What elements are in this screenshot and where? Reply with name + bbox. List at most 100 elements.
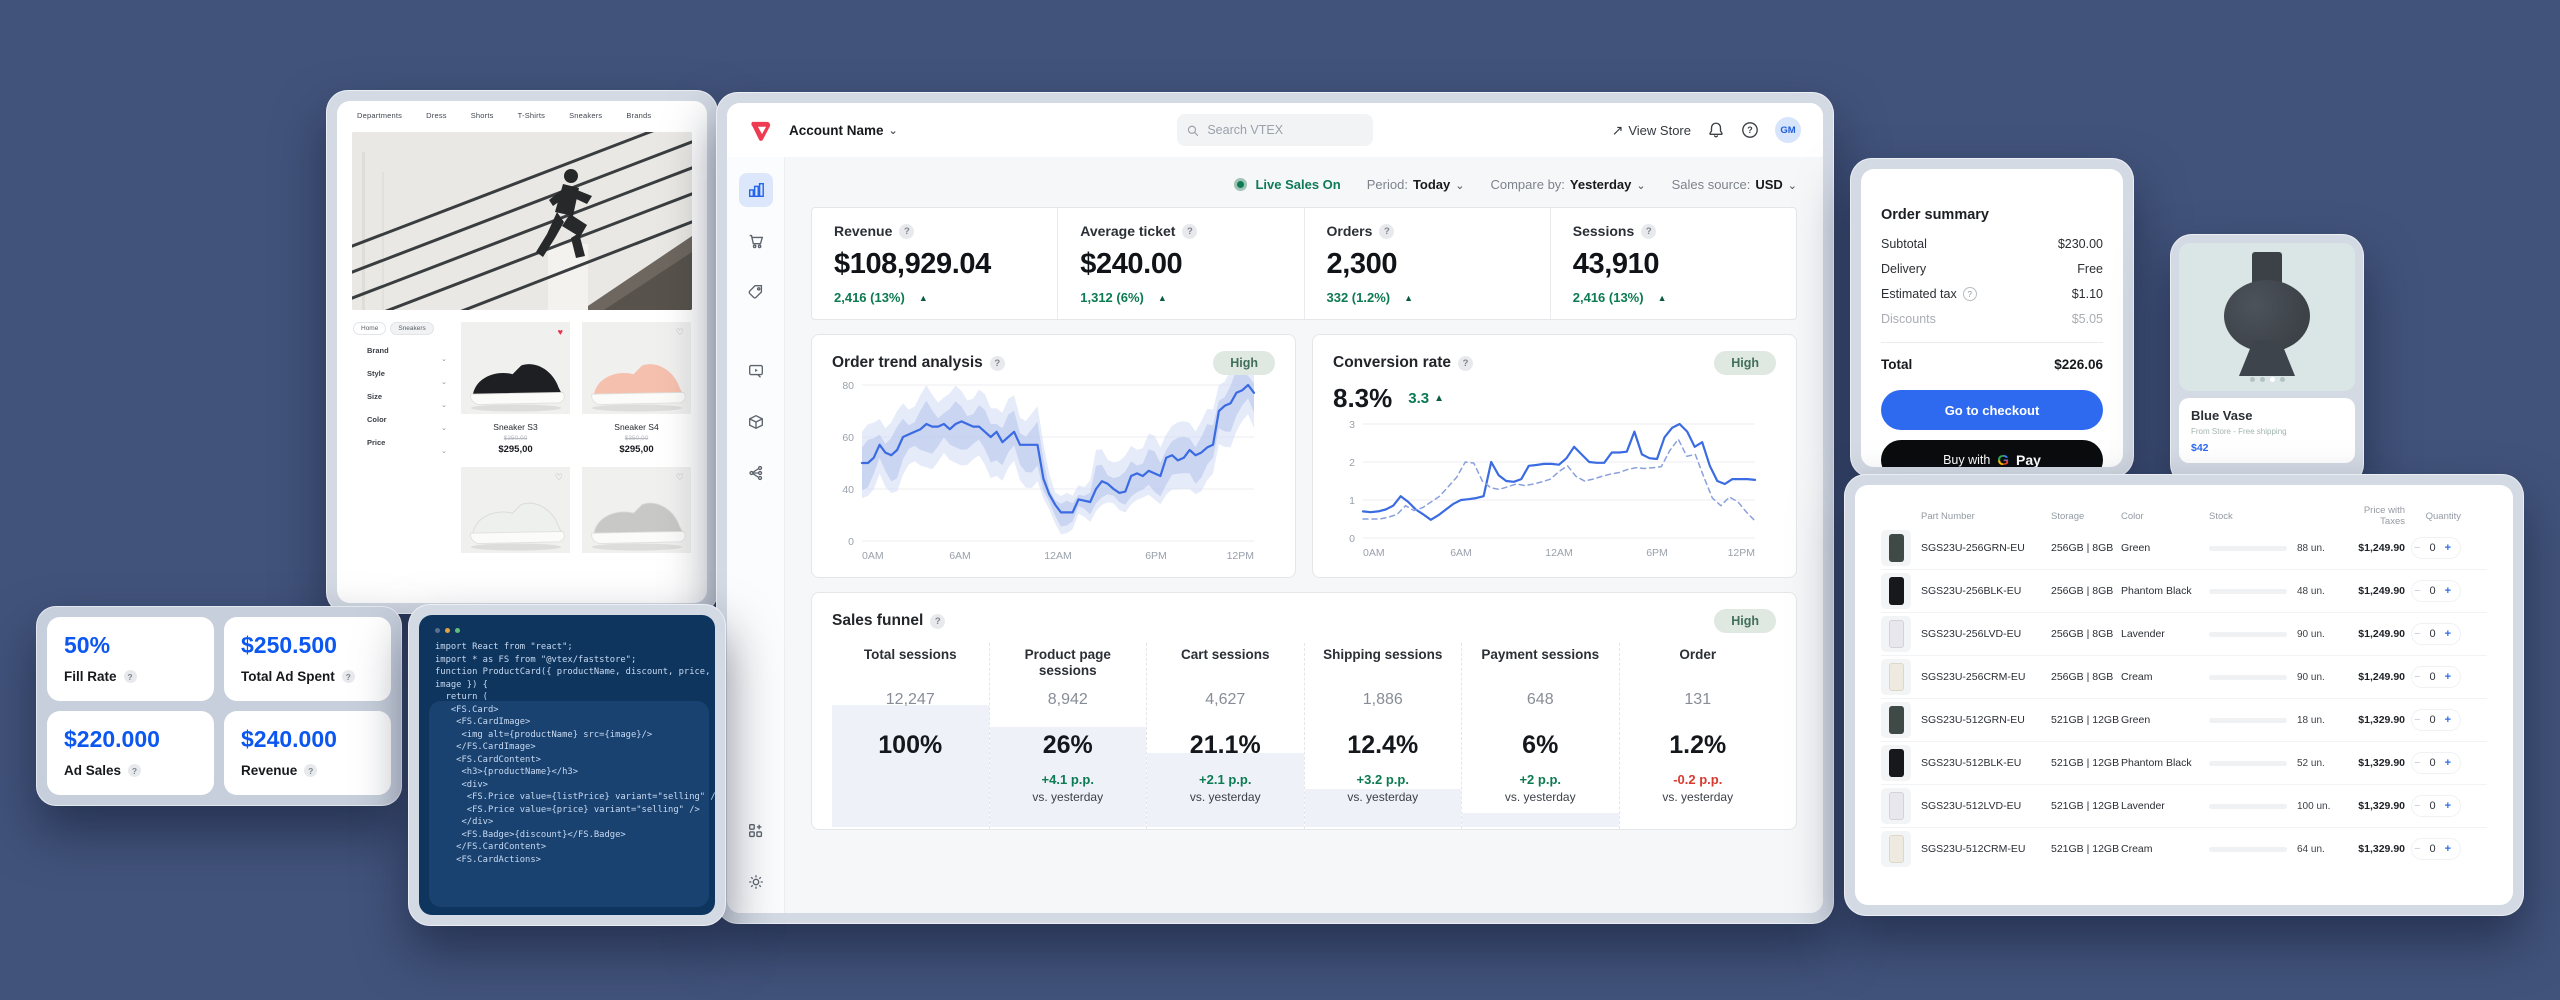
product-card[interactable]: ♡ Sneaker S4 $350,00 $295,00 — [582, 322, 691, 455]
period-dropdown[interactable]: Period: Today ⌄ — [1366, 176, 1465, 192]
help-tooltip-icon[interactable]: ? — [304, 764, 318, 777]
sneaker-illustration — [590, 502, 686, 551]
increment-button[interactable]: + — [2444, 714, 2451, 726]
sidebar-item-integrations[interactable] — [739, 456, 773, 490]
storage-value: 521GB | 12GB — [2051, 714, 2120, 726]
storefront-nav-item[interactable]: Shorts — [470, 111, 494, 120]
decrement-button[interactable]: − — [2414, 585, 2421, 597]
decrement-button[interactable]: − — [2414, 714, 2421, 726]
decrement-button[interactable]: − — [2414, 628, 2421, 640]
search-input[interactable] — [1205, 122, 1363, 138]
help-tooltip-icon[interactable]: ? — [128, 764, 142, 777]
carousel-dot[interactable] — [2269, 377, 2275, 382]
wishlist-heart-icon[interactable]: ♡ — [675, 472, 684, 482]
sidebar-item-catalog-box[interactable] — [739, 405, 773, 439]
compare-by-dropdown[interactable]: Compare by: Yesterday ⌄ — [1490, 176, 1646, 192]
increment-button[interactable]: + — [2444, 843, 2451, 855]
sales-source-dropdown[interactable]: Sales source: USD ⌄ — [1671, 176, 1797, 192]
filter-dropdown[interactable]: Style ⌄ — [367, 368, 447, 386]
window-dot-icon — [435, 628, 440, 633]
summary-row-label: Discounts — [1881, 312, 1936, 326]
ad-metric-value: $250.500 — [241, 632, 337, 658]
go-to-checkout-button[interactable]: Go to checkout — [1881, 390, 2103, 430]
live-sales-toggle[interactable]: Live Sales On — [1234, 177, 1341, 192]
chevron-down-icon: ⌄ — [441, 355, 447, 363]
product-card[interactable]: ♥ Sneaker S3 $350,00 $295,00 — [461, 322, 570, 455]
storefront-nav-item[interactable]: Dress — [426, 111, 447, 120]
storage-value: 256GB | 8GB — [2051, 585, 2114, 597]
window-dot-icon — [445, 628, 450, 633]
filter-dropdown[interactable]: Brand ⌄ — [367, 345, 447, 363]
price-value: $1,249.90 — [2358, 671, 2405, 683]
breadcrumb-chip[interactable]: Home — [353, 322, 387, 335]
increment-button[interactable]: + — [2444, 542, 2451, 554]
funnel-stage-label: Shipping sessions — [1323, 647, 1443, 662]
increment-button[interactable]: + — [2444, 671, 2451, 683]
increment-button[interactable]: + — [2444, 585, 2451, 597]
help-tooltip-icon[interactable]: ? — [1962, 287, 1977, 301]
sidebar-item-promotions-tag[interactable] — [739, 275, 773, 309]
wishlist-heart-icon[interactable]: ♡ — [675, 327, 684, 337]
storefront-nav-item[interactable]: Brands — [626, 111, 652, 120]
help-tooltip-icon[interactable]: ? — [1458, 355, 1474, 371]
stock-bar-track — [2209, 760, 2287, 766]
help-tooltip-icon[interactable]: ? — [123, 670, 137, 683]
increment-button[interactable]: + — [2444, 800, 2451, 812]
filter-dropdown[interactable]: Color ⌄ — [367, 414, 447, 432]
stock-indicator: 52 un. — [2209, 758, 2341, 769]
user-avatar[interactable]: GM — [1775, 117, 1801, 143]
carousel-dot[interactable] — [2279, 377, 2285, 382]
decrement-button[interactable]: − — [2414, 671, 2421, 683]
global-search[interactable] — [1177, 114, 1373, 146]
vtex-logo[interactable] — [749, 117, 775, 143]
help-tooltip-icon[interactable]: ? — [1182, 223, 1198, 239]
decrement-button[interactable]: − — [2414, 542, 2421, 554]
quantity-value: 0 — [2429, 757, 2436, 769]
price-value: $1,249.90 — [2358, 542, 2405, 554]
help-tooltip-icon[interactable]: ? — [1379, 223, 1395, 239]
svg-text:0: 0 — [1349, 533, 1355, 545]
vase-product-card[interactable]: Blue Vase From Store - Free shipping $42 — [2170, 234, 2364, 486]
increment-button[interactable]: + — [2444, 628, 2451, 640]
storefront-nav-item[interactable]: T-Shirts — [517, 111, 546, 120]
help-icon[interactable]: ? — [1741, 121, 1759, 139]
quantity-value: 0 — [2429, 671, 2436, 683]
product-card[interactable]: ♡ — [582, 467, 691, 553]
notifications-bell-icon[interactable] — [1707, 121, 1725, 139]
carousel-dot[interactable] — [2259, 377, 2265, 382]
funnel-stage: Shipping sessions 1,886 12.4% +3.2 p.p. … — [1303, 643, 1461, 829]
stock-units: 18 un. — [2297, 714, 2325, 726]
increment-button[interactable]: + — [2444, 757, 2451, 769]
order-summary-row: Delivery? Free — [1881, 262, 2103, 276]
hero-banner[interactable] — [352, 132, 692, 310]
carousel-dot[interactable] — [2249, 377, 2255, 382]
help-tooltip-icon[interactable]: ? — [1641, 223, 1657, 239]
storefront-nav-item[interactable]: Departments — [357, 111, 403, 120]
buy-with-gpay-button[interactable]: Buy with G Pay — [1881, 440, 2103, 467]
breadcrumb-chip[interactable]: Sneakers — [390, 322, 434, 335]
help-tooltip-icon[interactable]: ? — [341, 670, 355, 683]
filter-dropdown[interactable]: Price ⌄ — [367, 437, 447, 455]
sidebar-item-analytics[interactable] — [738, 173, 773, 207]
phone-image — [1888, 620, 1904, 648]
help-tooltip-icon[interactable]: ? — [989, 355, 1005, 371]
breadcrumb: Home Sneakers — [353, 322, 447, 335]
status-badge: High — [1213, 351, 1275, 375]
view-store-link[interactable]: ↗ View Store — [1611, 121, 1691, 138]
storefront-nav-item[interactable]: Sneakers — [569, 111, 603, 120]
sidebar-item-settings-gear[interactable] — [739, 865, 773, 899]
help-tooltip-icon[interactable]: ? — [899, 223, 915, 239]
product-card[interactable]: ♡ — [461, 467, 570, 553]
filter-dropdown[interactable]: Size ⌄ — [367, 391, 447, 409]
sidebar-item-storefront-media[interactable] — [739, 354, 773, 388]
decrement-button[interactable]: − — [2414, 800, 2421, 812]
wishlist-heart-icon[interactable]: ♡ — [554, 472, 563, 482]
decrement-button[interactable]: − — [2414, 843, 2421, 855]
wishlist-heart-icon[interactable]: ♥ — [557, 327, 563, 337]
sidebar-item-apps[interactable] — [739, 814, 773, 848]
sidebar-item-orders-cart[interactable] — [739, 224, 773, 258]
decrement-button[interactable]: − — [2414, 757, 2421, 769]
color-value: Phantom Black — [2121, 757, 2192, 769]
account-switcher[interactable]: Account Name ⌄ — [789, 122, 898, 138]
help-tooltip-icon[interactable]: ? — [930, 613, 946, 629]
